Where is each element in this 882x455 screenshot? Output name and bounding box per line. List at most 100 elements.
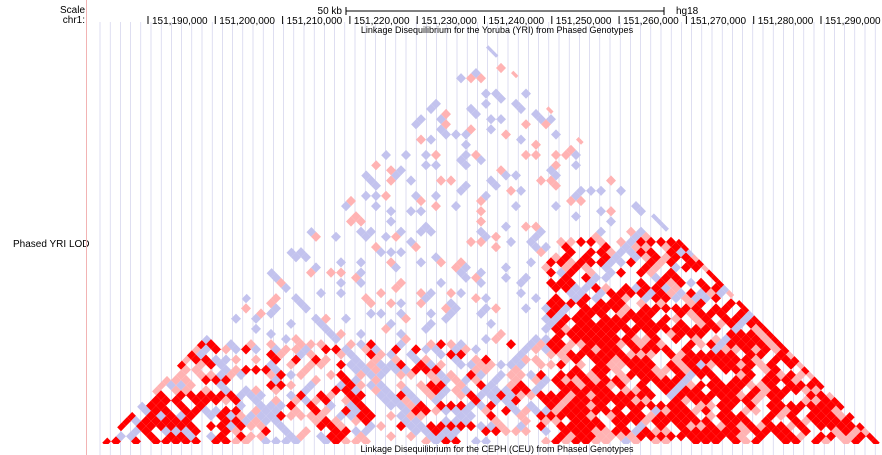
ld-cell	[286, 318, 296, 329]
track-title[interactable]: Linkage Disequilibrium for the Yoruba (Y…	[361, 25, 634, 35]
ld-cell	[241, 415, 251, 427]
position-label: 151,250,000	[556, 16, 612, 27]
ld-cell	[816, 421, 826, 432]
ld-cell	[756, 421, 766, 432]
ld-cell	[471, 293, 481, 304]
ld-cell	[736, 328, 746, 340]
ld-cell	[596, 369, 606, 381]
ld-cell	[621, 303, 631, 314]
track-image-area[interactable]: 50 kb hg18 151,190,000 151,200,000 151,210…	[96, 0, 882, 455]
ld-cell	[486, 114, 496, 125]
ld-cell	[711, 282, 721, 294]
ld-cell	[611, 303, 621, 314]
ld-cell	[181, 436, 191, 444]
ld-cell	[491, 374, 501, 386]
ld-cell	[656, 410, 666, 421]
track-side-label[interactable]: Phased YRI LOD	[13, 239, 90, 250]
ld-cell	[516, 410, 526, 421]
ld-cell	[406, 369, 416, 381]
ld-cell	[651, 272, 661, 283]
ld-cell	[476, 236, 486, 248]
ld-cell	[686, 390, 696, 401]
ld-cell	[386, 175, 396, 186]
ld-cell	[626, 339, 636, 350]
ld-cell	[466, 236, 476, 248]
ld-cell	[456, 267, 466, 278]
ld-cell	[776, 410, 786, 421]
ld-cell	[791, 415, 801, 427]
ld-cell	[246, 410, 256, 421]
ld-cell	[386, 390, 396, 401]
ld-cell	[546, 339, 556, 350]
ld-cell	[661, 415, 671, 427]
next-track-title[interactable]: Linkage Disequilibrium for the CEPH (CEU…	[360, 444, 634, 454]
ld-cell	[576, 400, 586, 411]
ld-cell	[331, 334, 341, 345]
ld-cell	[741, 415, 751, 427]
ld-cell	[271, 293, 281, 304]
position-label: 151,280,000	[758, 16, 814, 27]
ld-cell	[146, 400, 156, 411]
ld-cell	[611, 323, 621, 334]
ld-cell	[321, 344, 331, 355]
ld-cell	[421, 354, 431, 365]
ld-cell	[691, 436, 701, 444]
ld-cell	[341, 405, 351, 416]
ld-cell	[761, 323, 771, 334]
ld-cell	[511, 405, 521, 416]
ld-cell	[576, 339, 586, 350]
ld-cell	[526, 390, 536, 401]
ld-cell	[261, 436, 271, 444]
ld-cell	[806, 410, 816, 421]
ld-cell	[781, 354, 791, 365]
ld-cell	[311, 231, 321, 242]
ld-cell	[616, 247, 626, 258]
ld-cell	[291, 354, 301, 365]
ld-cell	[811, 415, 821, 427]
ld-cell	[586, 277, 596, 288]
ld-cell	[746, 359, 756, 370]
ld-cell	[546, 410, 556, 421]
ld-cell	[516, 421, 526, 432]
ld-cell	[726, 298, 736, 309]
ld-cell	[221, 354, 231, 365]
ld-cell	[366, 369, 376, 381]
ld-cell	[266, 369, 276, 381]
ld-cell	[691, 354, 701, 365]
ld-cell	[331, 231, 341, 242]
ld-cell	[276, 400, 286, 411]
position-label: 151,210,000	[287, 16, 343, 27]
ld-cell	[386, 216, 396, 227]
ld-cell	[741, 374, 751, 386]
ld-cell	[561, 374, 571, 386]
ld-cell	[496, 359, 506, 370]
ld-cell	[461, 262, 471, 273]
ld-cell	[551, 303, 561, 314]
ld-cell	[356, 339, 366, 350]
ld-cell	[276, 421, 286, 432]
ld-cell	[581, 374, 591, 386]
ld-cell	[471, 68, 481, 79]
ld-cell	[811, 395, 821, 406]
ld-cell	[606, 216, 616, 227]
ld-cell	[501, 426, 511, 437]
ld-cell	[751, 405, 761, 416]
ld-cell	[736, 421, 746, 432]
ld-cell	[396, 328, 406, 340]
ld-cell	[291, 395, 301, 406]
ld-cell	[576, 410, 586, 421]
ld-cell	[546, 277, 556, 288]
ld-cell	[596, 236, 606, 248]
ld-cell	[691, 303, 701, 314]
ld-cell	[636, 236, 646, 248]
ld-cell	[181, 405, 191, 416]
ld-cell	[426, 369, 436, 381]
ld-cell	[551, 405, 561, 416]
ld-cell	[426, 390, 436, 401]
ld-cell	[361, 190, 371, 201]
ld-cell	[266, 328, 276, 340]
ld-cell	[741, 354, 751, 365]
ld-cell	[286, 400, 296, 411]
ld-cell	[711, 344, 721, 355]
ld-cell	[161, 405, 171, 416]
